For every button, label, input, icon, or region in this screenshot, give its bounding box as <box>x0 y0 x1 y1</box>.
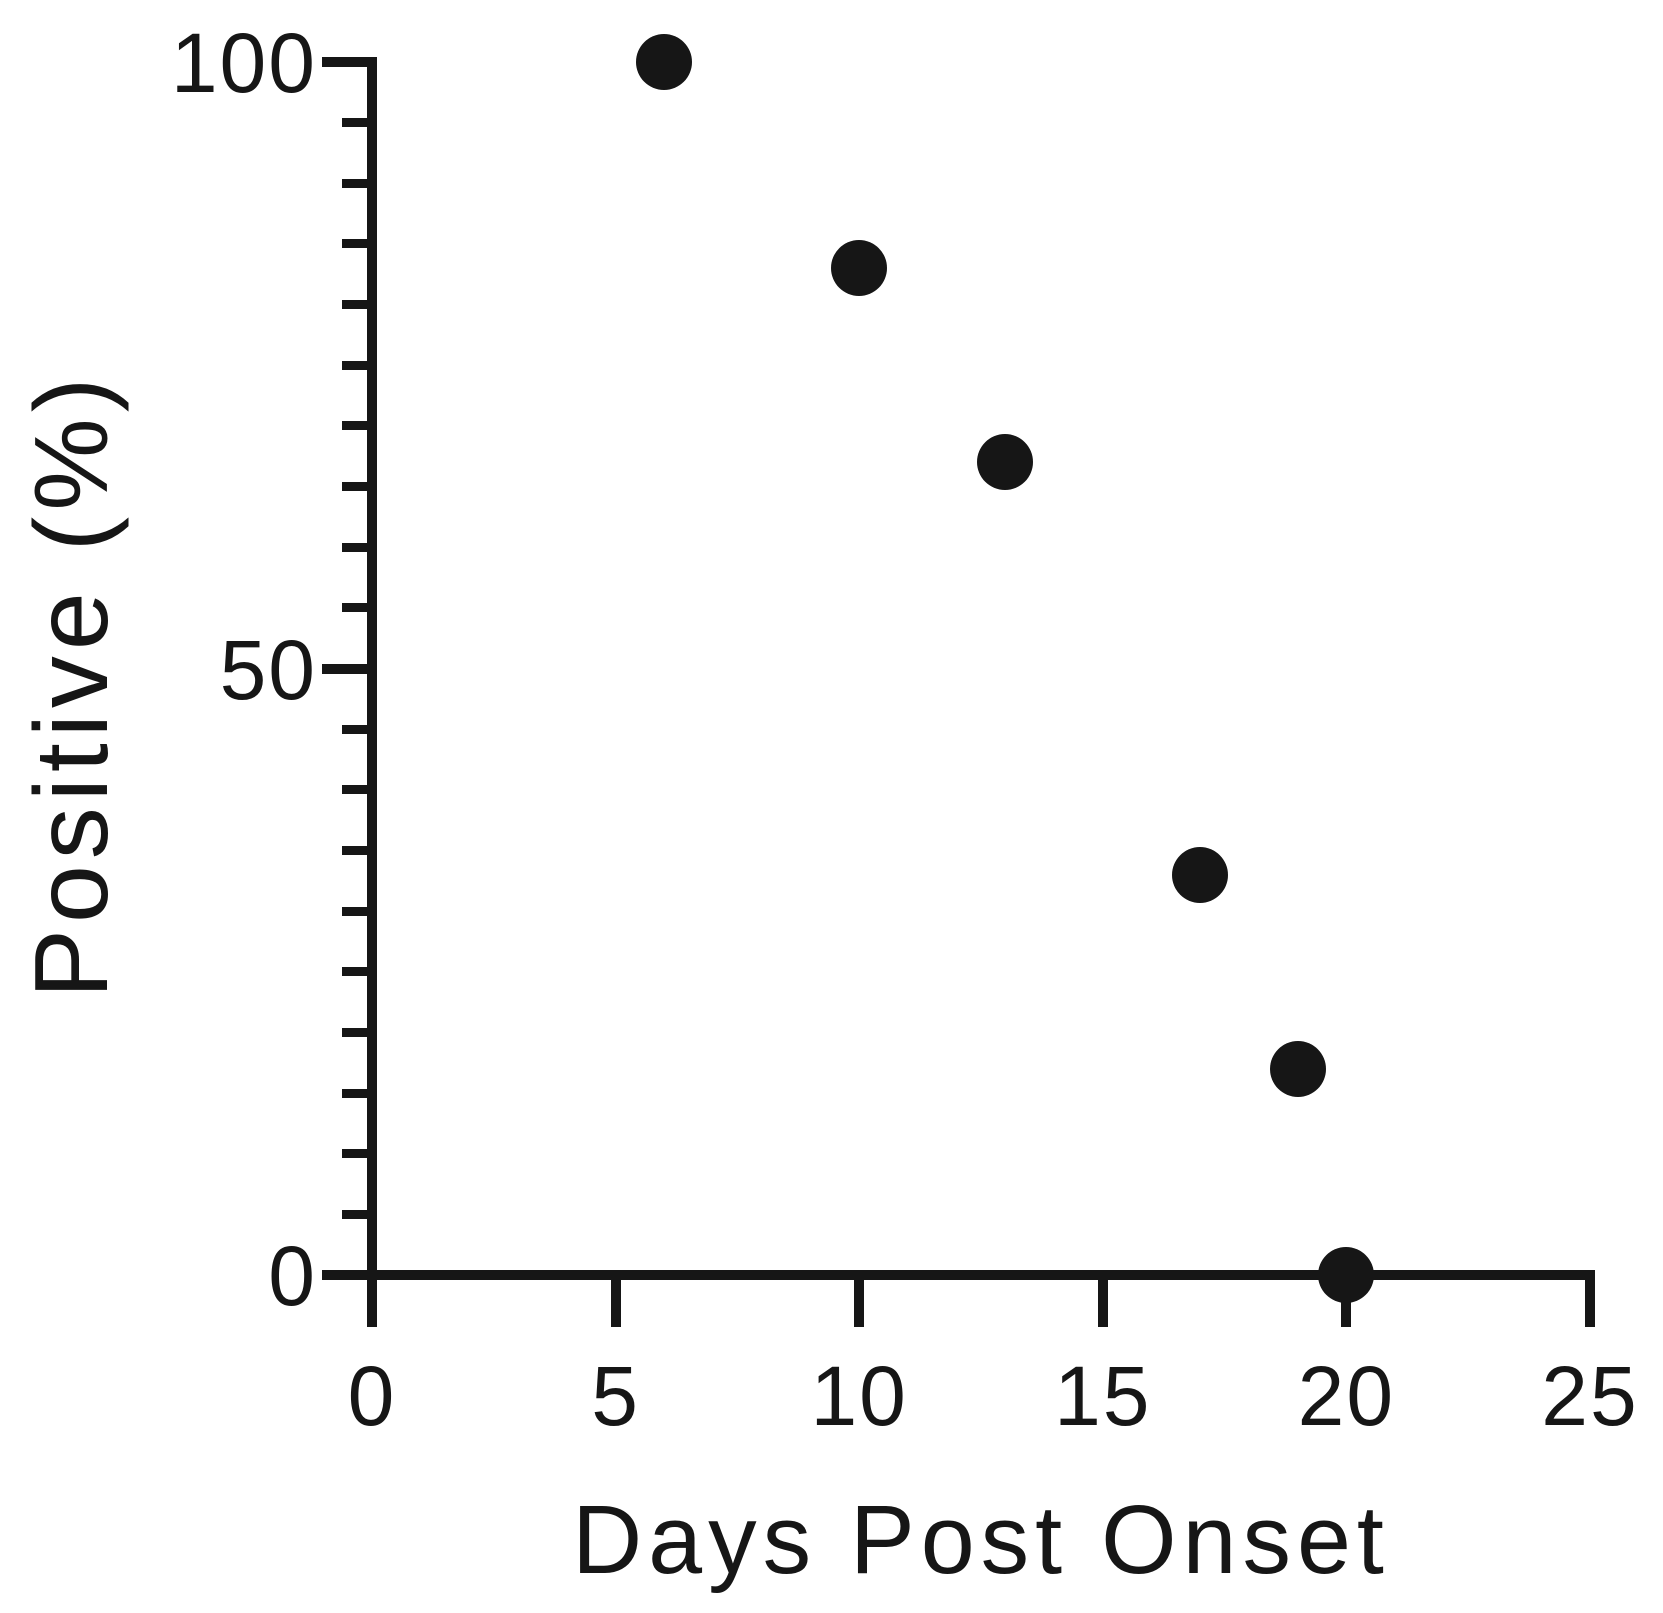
data-point <box>1172 846 1229 903</box>
y-axis-minor-tick <box>342 1027 367 1037</box>
y-tick-label: 50 <box>219 622 317 717</box>
y-axis-major-tick <box>322 1270 367 1280</box>
y-tick-label: 0 <box>268 1229 317 1323</box>
y-axis-minor-tick <box>342 300 367 310</box>
data-point <box>1269 1040 1326 1097</box>
x-tick-label: 15 <box>1054 1349 1152 1443</box>
y-axis-minor-tick <box>342 482 367 492</box>
y-axis-major-tick <box>322 57 367 67</box>
data-point <box>1318 1247 1375 1303</box>
x-axis-title: Days Post Onset <box>572 1485 1390 1594</box>
x-tick-label: 5 <box>591 1349 640 1443</box>
x-tick-label: 0 <box>347 1349 397 1443</box>
data-point <box>831 240 888 297</box>
y-axis-minor-tick <box>342 360 367 370</box>
x-axis-tick <box>1341 1280 1352 1327</box>
y-axis-minor-tick <box>342 724 367 734</box>
y-axis-minor-tick <box>342 603 367 613</box>
x-axis-tick <box>1097 1280 1108 1327</box>
y-axis-minor-tick <box>342 967 367 977</box>
x-axis-tick <box>854 1280 865 1327</box>
y-axis-minor-tick <box>342 118 367 128</box>
y-axis-minor-tick <box>342 1149 367 1159</box>
y-axis-minor-tick <box>342 1088 367 1098</box>
x-tick-label: 10 <box>810 1349 908 1443</box>
x-axis-tick <box>1585 1280 1595 1327</box>
x-tick-label: 25 <box>1541 1349 1639 1443</box>
x-axis-tick <box>367 1280 377 1327</box>
y-axis-major-tick <box>322 663 367 674</box>
y-axis-minor-tick <box>342 1209 367 1219</box>
y-axis-minor-tick <box>342 239 367 249</box>
y-axis-minor-tick <box>342 542 367 552</box>
y-axis-minor-tick <box>342 421 367 431</box>
data-point <box>977 434 1034 491</box>
x-axis-line <box>322 1270 1595 1280</box>
data-point <box>636 34 693 90</box>
y-axis-minor-tick <box>342 785 367 795</box>
y-axis-minor-tick <box>342 906 367 916</box>
y-axis-line <box>367 57 377 1280</box>
x-axis-tick <box>610 1280 621 1327</box>
y-axis-minor-tick <box>342 178 367 188</box>
y-axis-minor-tick <box>342 845 367 855</box>
y-tick-label: 100 <box>170 16 317 110</box>
x-tick-label: 20 <box>1297 1349 1396 1443</box>
